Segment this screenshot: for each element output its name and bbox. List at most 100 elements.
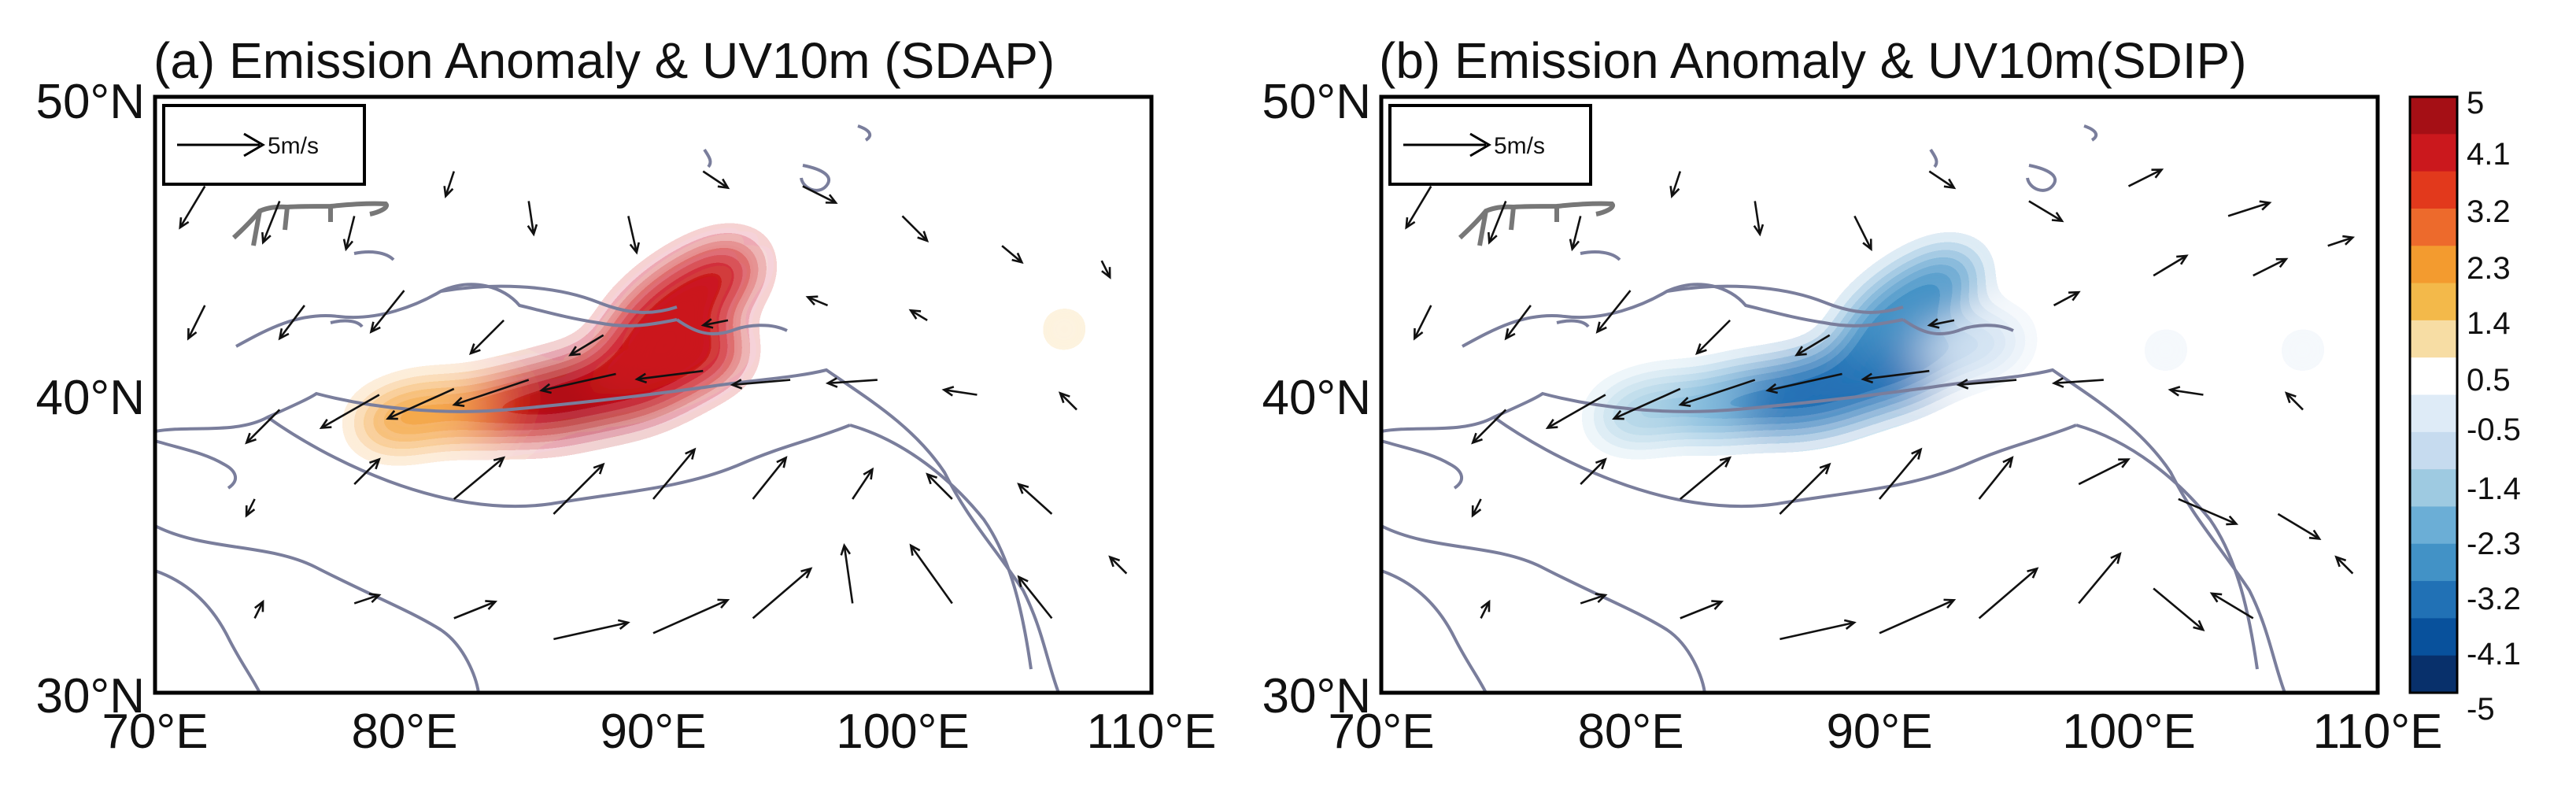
colorbar-label: 2.3 — [2467, 251, 2511, 286]
wind-vector — [1108, 555, 1128, 575]
wind-vector — [1680, 600, 1724, 620]
wind-vector — [1001, 245, 1024, 265]
colorbar-segment — [2410, 97, 2457, 135]
panel-b-xtick-110e: 110°E — [2313, 705, 2443, 759]
wind-vector — [2327, 235, 2356, 247]
panel-a-coastlines — [154, 124, 1060, 694]
wind-vector — [2153, 587, 2205, 631]
panel-a-frame — [153, 94, 1154, 695]
wind-vector — [1545, 394, 1606, 429]
colorbar-segment — [2410, 283, 2457, 321]
wind-vector — [1488, 200, 1507, 245]
colorbar-segment — [2410, 394, 2457, 433]
wind-vector — [1612, 387, 1681, 420]
wind-vector — [1928, 170, 1957, 190]
wind-vector — [1471, 409, 1507, 445]
wind-vector — [1879, 447, 1923, 500]
wind-vector — [187, 305, 206, 341]
panel-b-x-axis-labels: 70°E 80°E 90°E 100°E 110°E — [1328, 705, 2442, 759]
colorbar-segment — [2410, 506, 2457, 545]
anomaly-patch — [608, 244, 759, 361]
colorbar-label: 5 — [2467, 86, 2484, 120]
wind-vector — [2051, 377, 2104, 388]
panel-b-y-axis-labels: 50°N 40°N 30°N — [1262, 75, 1371, 723]
wind-vector — [2334, 555, 2354, 575]
wind-vector — [1504, 305, 1532, 341]
panel-b-ytick-30n: 30°N — [1262, 669, 1371, 723]
colorbar-label: -1.4 — [2467, 472, 2521, 506]
panel-b-coastlines — [1380, 124, 2286, 694]
wind-vector — [468, 319, 505, 355]
wind-vector — [1794, 334, 1831, 357]
wind-vector — [2127, 168, 2164, 187]
wind-vector — [539, 372, 616, 394]
panel-a-anomaly-field — [356, 244, 1082, 442]
panel-a-xtick-110e: 110°E — [1087, 705, 1217, 759]
colorbar-segment — [2410, 655, 2457, 694]
panel-a-xtick-90e: 90°E — [600, 705, 706, 759]
wind-vector — [1753, 201, 1765, 237]
wind-vector — [386, 387, 455, 420]
wind-vector — [452, 379, 530, 408]
wind-vector — [752, 567, 813, 620]
panel-b-xtick-100e: 100°E — [2062, 705, 2196, 759]
panel-a-y-axis-labels: 50°N 40°N 30°N — [35, 75, 145, 723]
panel-a-wind-vectors — [179, 170, 1128, 641]
wind-vector — [353, 457, 381, 485]
wind-vector — [1058, 391, 1077, 411]
anomaly-patch — [2149, 339, 2183, 361]
colorbar-segment — [2410, 357, 2457, 395]
wind-vector — [1780, 619, 1857, 641]
panel-b-sdip: (b) Emission Anomaly & UV10m(SDIP) — [1262, 32, 2442, 759]
wind-vector — [2028, 200, 2064, 223]
panel-a-title: (a) Emission Anomaly & UV10m (SDAP) — [153, 32, 1055, 89]
colorbar-segment — [2410, 431, 2457, 470]
colorbar-label: 4.1 — [2467, 137, 2511, 172]
wind-vector — [2078, 552, 2122, 605]
panel-a-xtick-70e: 70°E — [102, 705, 208, 759]
colorbar-label: -4.1 — [2467, 637, 2521, 671]
panel-a-xtick-100e: 100°E — [836, 705, 970, 759]
wind-vector — [730, 379, 791, 390]
wind-vector — [2153, 254, 2189, 277]
wind-vector — [805, 295, 829, 307]
wind-vector — [1695, 319, 1732, 355]
wind-vector — [527, 201, 538, 237]
wind-vector — [1413, 305, 1432, 341]
wind-vector — [652, 447, 697, 500]
wind-vector — [353, 592, 382, 605]
wind-vector — [1580, 592, 1608, 605]
wind-vector — [453, 600, 498, 620]
wind-vector — [2168, 386, 2204, 397]
wind-vector — [261, 200, 281, 245]
colorbar-label: -3.2 — [2467, 582, 2521, 616]
panel-a-reference-box: 5m/s — [162, 104, 366, 186]
wind-vector — [1861, 369, 1930, 384]
colorbar-segment — [2410, 618, 2457, 657]
wind-vector — [253, 599, 264, 619]
colorbar-segment — [2410, 320, 2457, 358]
wind-vector — [1879, 598, 1957, 634]
panel-a-reference-label: 5m/s — [268, 133, 319, 159]
colorbar-segment — [2410, 171, 2457, 209]
wind-vector — [909, 543, 953, 605]
wind-vector — [245, 409, 281, 445]
wind-vector — [802, 185, 838, 204]
wind-vector — [443, 171, 456, 198]
wind-vector — [1956, 379, 2017, 390]
wind-vector — [2227, 200, 2272, 217]
wind-vector — [852, 467, 874, 500]
wind-vector — [1679, 456, 1732, 500]
wind-vector — [702, 170, 730, 190]
wind-vector — [2284, 391, 2304, 411]
wind-vector — [901, 215, 930, 243]
anomaly-patch — [1047, 319, 1082, 340]
colorbar-label: 1.4 — [2467, 306, 2511, 341]
panel-a-highland — [231, 201, 389, 246]
panel-b-xtick-80e: 80°E — [1577, 705, 1683, 759]
wind-vector — [926, 472, 953, 500]
colorbar-segment — [2410, 246, 2457, 284]
wind-vector — [1669, 171, 1682, 198]
wind-vector — [319, 394, 380, 429]
